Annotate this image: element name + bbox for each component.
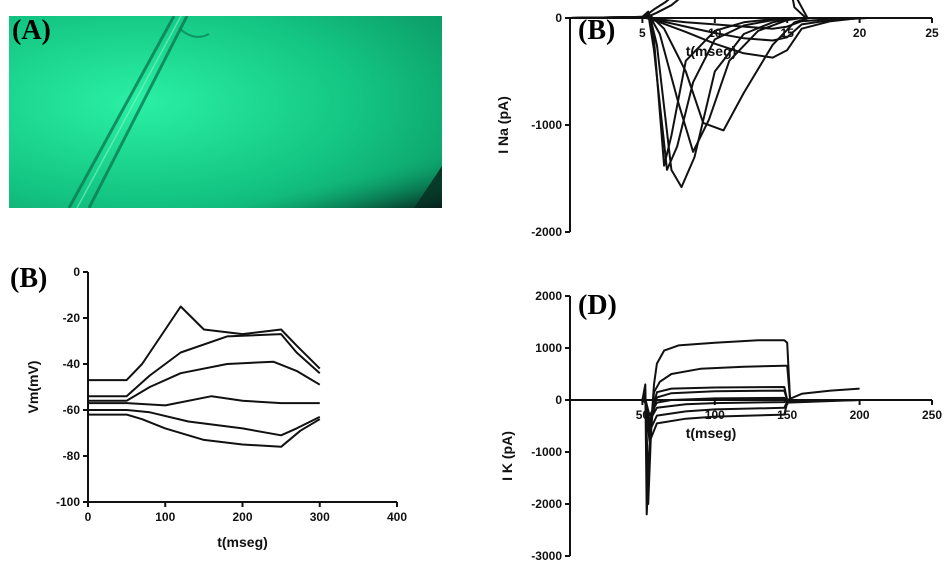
- ik-y-tick-label: -2000: [531, 497, 562, 511]
- ik-trace-8: [570, 399, 860, 443]
- ina-x-tick-label: 20: [853, 26, 867, 40]
- ina-x-label: t(mseg): [686, 43, 737, 59]
- vm-x-tick-label: 200: [232, 510, 252, 524]
- ina-trace-10: [569, 15, 860, 59]
- vm-x-tick-label: 300: [310, 510, 330, 524]
- vm-y-tick-label: 0: [73, 265, 80, 279]
- ina-y-tick-label: -1000: [531, 118, 562, 132]
- vm-y-tick-label: -100: [56, 495, 80, 509]
- ina-trace-7: [569, 0, 809, 19]
- panel-label-a: (A): [12, 15, 51, 46]
- ik-x-label: t(mseg): [686, 425, 737, 441]
- panel-label-b-top: (B): [578, 15, 616, 46]
- micrograph-shade: [9, 16, 442, 208]
- ik-trace-4: [570, 387, 860, 427]
- ik-x-tick-label: 200: [850, 408, 870, 422]
- ik-x-tick-label: 250: [922, 408, 942, 422]
- ik-y-tick-label: -3000: [531, 549, 562, 563]
- ik-y-tick-label: -1000: [531, 445, 562, 459]
- vm-y-tick-label: -60: [63, 403, 81, 417]
- micrograph-image: [9, 16, 442, 208]
- vm-y-tick-label: -40: [63, 357, 81, 371]
- ik-y-label: I K (pA): [499, 431, 515, 481]
- vm-trace-4: [88, 395, 320, 407]
- vm-y-tick-label: -80: [63, 449, 81, 463]
- panel-label-d: (D): [578, 290, 617, 321]
- vm-x-tick-label: 400: [387, 510, 407, 524]
- ina-x-tick-label: 25: [925, 26, 939, 40]
- ina-trace-6: [569, 0, 807, 19]
- vm-x-label: t(mseg): [217, 534, 268, 550]
- vm-x-tick-label: 100: [155, 510, 175, 524]
- ik-y-tick-label: 0: [555, 393, 562, 407]
- vm-chart: 0 -20 -40 -60 -80 -100 0 100 200 300 400 t(mseg) Vm(…: [25, 265, 407, 550]
- ina-x-tick-label: 5: [639, 26, 646, 40]
- ik-x-tick-label: 100: [705, 408, 725, 422]
- ik-y-tick-label: 1000: [535, 341, 562, 355]
- vm-y-tick-label: -20: [63, 311, 81, 325]
- ina-y-tick-label: 0: [555, 11, 562, 25]
- panel-label-b-bottom: (B): [10, 263, 48, 294]
- vm-trace-6: [88, 413, 321, 448]
- ina-x-tick-label: 15: [781, 26, 795, 40]
- micrograph-svg: [9, 16, 442, 208]
- ina-y-label: I Na (pA): [495, 96, 511, 154]
- ina-y-tick-label: -2000: [531, 225, 562, 239]
- vm-x-tick-label: 0: [85, 510, 92, 524]
- ik-x-tick-label: 150: [777, 408, 797, 422]
- vm-trace-2: [88, 333, 321, 398]
- ik-y-tick-label: 2000: [535, 289, 562, 303]
- vm-trace-5: [88, 409, 321, 437]
- vm-trace-1: [88, 305, 321, 382]
- vm-y-label: Vm(mV): [25, 361, 41, 414]
- vm-trace-3: [88, 360, 321, 402]
